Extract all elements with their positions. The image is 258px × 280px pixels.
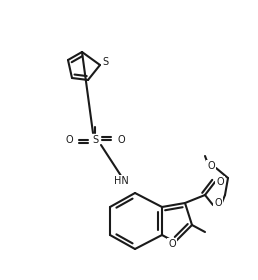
Text: O: O	[65, 135, 73, 145]
Text: O: O	[207, 161, 215, 171]
Text: O: O	[168, 239, 176, 249]
Text: S: S	[92, 135, 98, 145]
Text: HN: HN	[114, 176, 128, 186]
Text: O: O	[216, 177, 224, 187]
Text: O: O	[117, 135, 125, 145]
Text: O: O	[214, 198, 222, 208]
Text: S: S	[102, 57, 108, 67]
